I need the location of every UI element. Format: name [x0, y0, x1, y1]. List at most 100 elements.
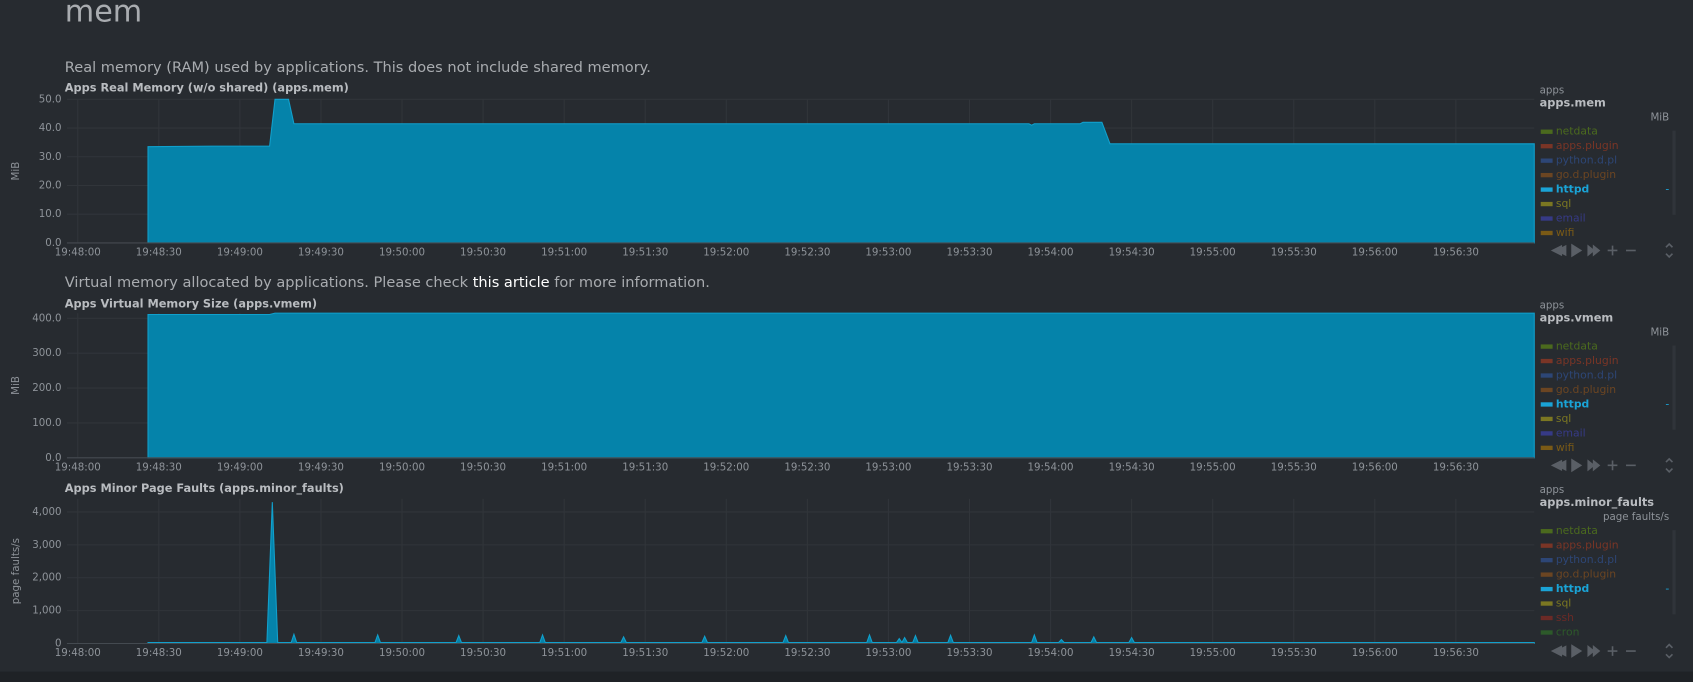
pan-right-button[interactable] — [1587, 645, 1601, 658]
legend-label: apps.plugin — [1556, 539, 1619, 552]
x-tick-label: 19:50:30 — [460, 462, 506, 474]
legend-label: cron — [1556, 625, 1580, 638]
x-tick-label: 19:52:30 — [784, 647, 830, 659]
legend-swatch — [1540, 572, 1553, 577]
legend-swatch — [1540, 543, 1553, 548]
y-tick-label: 200.0 — [32, 382, 61, 394]
article-link[interactable]: this article — [473, 274, 550, 291]
legend-swatch — [1540, 144, 1553, 149]
x-tick-label: 19:54:00 — [1028, 247, 1074, 259]
chart-context: apps.mem — [1540, 96, 1606, 110]
legend-swatch — [1540, 445, 1553, 451]
legend-label: sql — [1556, 597, 1571, 610]
play-button[interactable] — [1571, 644, 1583, 658]
zoom-in-button[interactable] — [1607, 460, 1618, 471]
legend-swatch — [1540, 431, 1553, 436]
y-tick-label: 30.0 — [39, 151, 62, 163]
y-tick-label: 3,000 — [32, 539, 61, 551]
x-tick-label: 19:48:30 — [136, 647, 182, 659]
pan-right-button[interactable] — [1587, 459, 1601, 472]
legend-label: netdata — [1556, 340, 1598, 353]
x-tick-label: 19:48:00 — [55, 247, 101, 259]
x-tick-label: 19:50:00 — [379, 462, 425, 474]
x-tick-label: 19:49:00 — [217, 647, 263, 659]
x-tick-label: 19:51:30 — [622, 462, 668, 474]
legend-label: ssh — [1556, 611, 1574, 624]
x-tick-label: 19:52:30 — [784, 247, 830, 259]
legend-swatch — [1540, 615, 1553, 621]
x-tick-label: 19:54:30 — [1109, 462, 1155, 474]
x-tick-label: 19:50:30 — [460, 247, 506, 259]
play-button[interactable] — [1571, 458, 1583, 473]
y-tick-label: 400.0 — [32, 312, 61, 324]
zoom-in-button[interactable] — [1607, 646, 1618, 656]
pan-left-button[interactable] — [1550, 645, 1567, 657]
zoom-in-button[interactable] — [1607, 245, 1618, 256]
x-tick-label: 19:51:30 — [622, 247, 668, 259]
legend-value: - — [1665, 582, 1669, 595]
x-tick-label: 19:50:00 — [379, 247, 425, 259]
legend-label: netdata — [1556, 524, 1598, 537]
legend-label: python.d.pl — [1556, 154, 1617, 167]
legend-label: email — [1556, 426, 1586, 439]
resize-button[interactable] — [1665, 457, 1674, 473]
legend-label: netdata — [1556, 125, 1598, 138]
footer-band — [0, 671, 1693, 682]
area — [147, 502, 1535, 645]
chart-units: MiB — [1650, 112, 1669, 124]
x-tick-label: 19:53:30 — [946, 462, 992, 474]
legend-label: go.d.plugin — [1556, 168, 1616, 181]
legend-swatch — [1540, 402, 1553, 407]
chart-title: Apps Virtual Memory Size (apps.vmem) — [65, 296, 317, 310]
x-tick-label: 19:52:00 — [703, 462, 749, 474]
x-tick-label: 19:52:00 — [703, 647, 749, 659]
x-tick-label: 19:53:00 — [865, 462, 911, 474]
x-tick-label: 19:51:30 — [622, 647, 668, 659]
pan-left-button[interactable] — [1550, 459, 1567, 471]
legend-swatch — [1540, 158, 1553, 163]
y-tick-label: 100.0 — [32, 417, 61, 429]
x-tick-label: 19:51:00 — [541, 647, 587, 659]
legend-value: - — [1665, 183, 1669, 196]
chart-context: apps.minor_faults — [1540, 495, 1655, 509]
x-tick-label: 19:50:00 — [379, 647, 425, 659]
play-button[interactable] — [1571, 243, 1583, 258]
y-tick-label: 300.0 — [32, 347, 61, 359]
chart-context: apps.vmem — [1540, 311, 1614, 325]
legend-label: wifi — [1556, 226, 1575, 239]
description: Real memory (RAM) used by applications. … — [65, 59, 651, 76]
x-tick-label: 19:56:00 — [1352, 462, 1398, 474]
y-axis-label: page faults/s — [10, 538, 22, 604]
x-tick-label: 19:54:30 — [1109, 647, 1155, 659]
chart-units: MiB — [1650, 327, 1669, 339]
x-tick-label: 19:54:00 — [1028, 462, 1074, 474]
legend-swatch — [1540, 129, 1553, 134]
pan-left-button[interactable] — [1550, 244, 1567, 257]
legend-label: httpd — [1556, 183, 1589, 196]
x-tick-label: 19:53:00 — [865, 647, 911, 659]
chart-title: Apps Minor Page Faults (apps.minor_fault… — [65, 481, 344, 495]
y-axis-label: MiB — [10, 376, 22, 395]
legend-label: apps.plugin — [1556, 354, 1619, 367]
legend-label: sql — [1556, 197, 1571, 210]
legend-swatch — [1540, 557, 1553, 563]
pan-right-button[interactable] — [1587, 244, 1601, 257]
legend-label: go.d.plugin — [1556, 568, 1616, 581]
x-tick-label: 19:55:30 — [1271, 462, 1317, 474]
x-tick-label: 19:53:30 — [946, 247, 992, 259]
x-tick-label: 19:49:30 — [298, 462, 344, 474]
x-tick-label: 19:53:30 — [946, 647, 992, 659]
legend-swatch — [1540, 586, 1553, 592]
resize-button[interactable] — [1665, 242, 1674, 259]
resize-button[interactable] — [1665, 643, 1674, 659]
x-tick-label: 19:49:30 — [298, 247, 344, 259]
x-tick-label: 19:48:00 — [55, 462, 101, 474]
chart-family: apps — [1540, 85, 1565, 97]
x-tick-label: 19:54:00 — [1028, 647, 1074, 659]
x-tick-label: 19:53:00 — [865, 247, 911, 259]
x-tick-label: 19:48:00 — [55, 647, 101, 659]
x-tick-label: 19:50:30 — [460, 647, 506, 659]
description: Virtual memory allocated by applications… — [65, 274, 710, 291]
chart-family: apps — [1540, 300, 1565, 312]
